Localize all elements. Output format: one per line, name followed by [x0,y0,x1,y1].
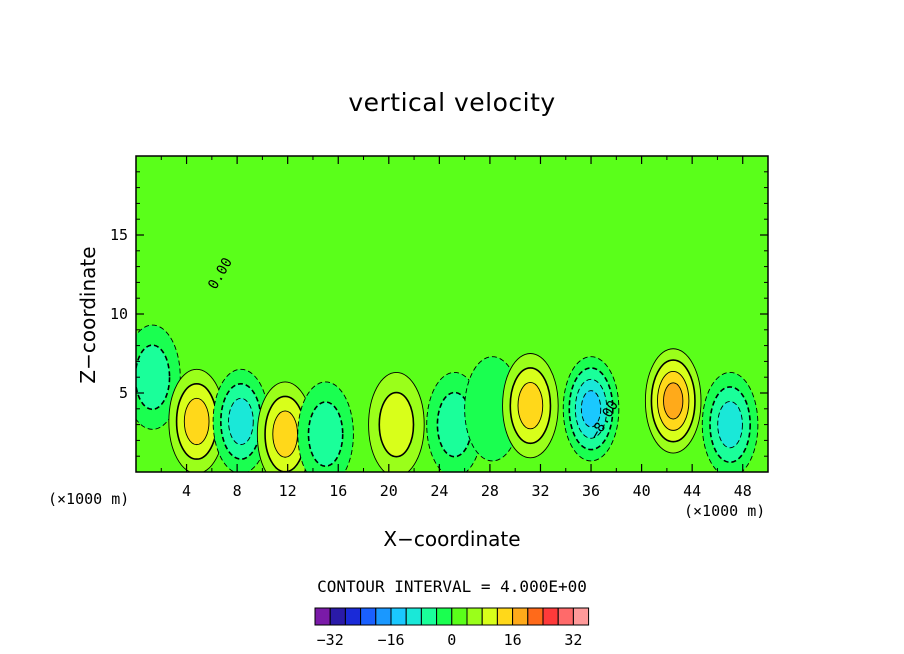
colorbar-swatch [375,607,392,626]
colorbar-label: −32 [317,631,344,649]
y-tick-label: 10 [110,305,128,323]
contour-level [228,397,254,446]
contour-level [378,391,415,458]
colorbar: −32 −16 0 16 32 [314,607,590,649]
x-tick-label: 4 [182,482,191,500]
colorbar-swatch [329,607,346,626]
colorbar-swatch [314,607,331,626]
field-layer: 0.00−8.00 [136,156,768,472]
contour-level [307,401,344,467]
x-tick-label: 24 [430,482,448,500]
velocity-cell-down [297,381,354,472]
velocity-cell-down [136,324,181,430]
colorbar-label: 16 [504,631,522,649]
colorbar-swatch [481,607,498,626]
x-unit-label-right: (×1000 m) [684,502,766,520]
x-tick-label: 40 [633,482,651,500]
x-tick-label: 8 [233,482,242,500]
contour-level [183,397,210,446]
colorbar-label: 32 [564,631,582,649]
contour-interval-label: CONTOUR INTERVAL = 4.000E+00 [317,577,587,596]
colorbar-swatch [466,607,483,626]
contour-level [136,344,171,411]
x-tick-label: 20 [380,482,398,500]
colorbar-swatch [451,607,468,626]
x-tick-label: 44 [683,482,701,500]
contour-level [272,410,298,458]
x-tick-label: 12 [279,482,297,500]
x-tick-label: 36 [582,482,600,500]
velocity-cell-down [701,372,759,472]
colorbar-swatch [436,607,453,626]
colorbar-swatch [542,607,559,626]
velocity-cell-up [256,381,314,472]
velocity-cell-up [502,353,559,459]
x-tick-label: 32 [531,482,549,500]
contour-level [517,382,544,430]
colorbar-swatch [527,607,544,626]
chart-title: vertical velocity [348,88,556,117]
colorbar-swatch [572,607,590,626]
velocity-cell-down [212,368,270,472]
colorbar-label: −16 [377,631,404,649]
velocity-cell-down [562,356,620,462]
colorbar-swatch [420,607,438,626]
colorbar-swatch [405,607,422,626]
y-axis-label: Z−coordinate [76,246,100,384]
colorbar-label: 0 [447,631,456,649]
colorbar-swatch [496,607,514,626]
colorbar-swatch [512,607,529,626]
x-unit-label-left: (×1000 m) [48,490,130,508]
x-tick-label: 28 [481,482,499,500]
velocity-cell-up [368,372,425,472]
velocity-cell-down [426,372,483,472]
contour-level [663,382,684,420]
y-tick-label: 15 [110,226,128,244]
x-tick-label: 16 [329,482,347,500]
y-tick-label: 5 [119,384,128,402]
contour-level [580,390,602,428]
velocity-cell-up [644,348,702,454]
colorbar-swatch [390,607,407,626]
colorbar-swatch [344,607,362,626]
colorbar-swatch [360,607,377,626]
colorbar-swatch [557,607,574,626]
x-tick-label: 48 [734,482,752,500]
x-axis-label: X−coordinate [383,527,521,551]
contour-level [717,400,743,449]
